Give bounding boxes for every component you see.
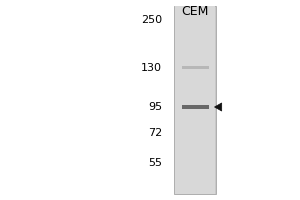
Text: 95: 95 <box>148 102 162 112</box>
Bar <box>174 6 216 194</box>
Bar <box>182 105 208 109</box>
Text: 55: 55 <box>148 158 162 168</box>
Polygon shape <box>214 103 222 111</box>
Text: CEM: CEM <box>181 5 209 18</box>
Text: 72: 72 <box>148 128 162 138</box>
Bar <box>175 6 215 194</box>
Text: 250: 250 <box>141 15 162 25</box>
Text: 130: 130 <box>141 63 162 73</box>
Bar <box>182 66 208 69</box>
